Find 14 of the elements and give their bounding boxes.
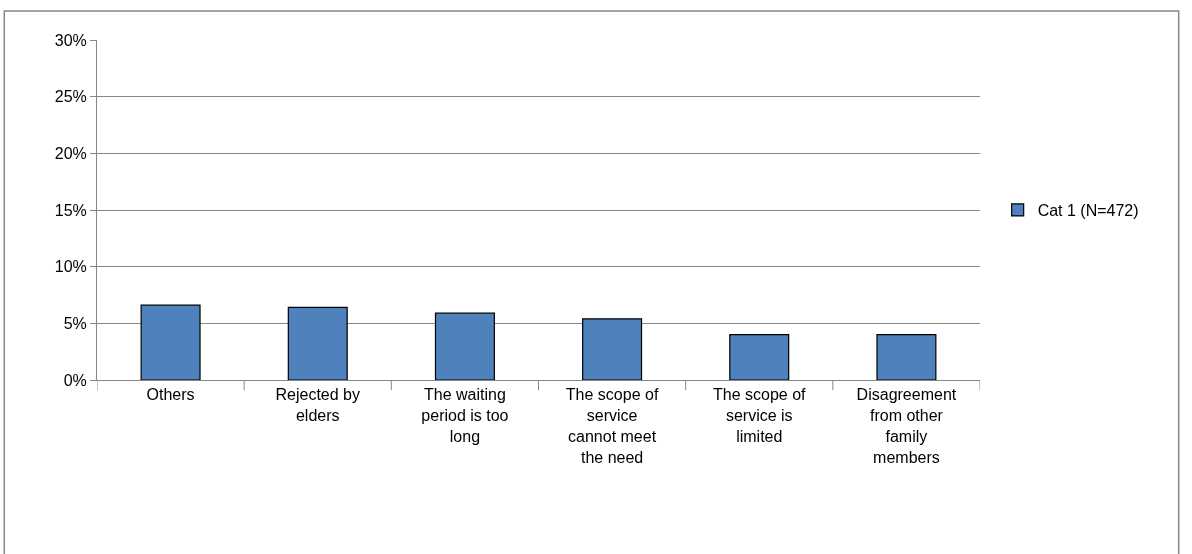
x-tick-label: Disagreement from other family members — [856, 386, 957, 466]
x-tick-label: Rejected by elders — [275, 386, 360, 424]
x-tick-label: The waiting period is too long — [421, 386, 509, 445]
y-tick-label: 20% — [54, 144, 87, 162]
y-tick-label: 25% — [54, 88, 87, 106]
y-tick-label: 30% — [54, 31, 87, 49]
y-tick-label: 0% — [63, 371, 87, 389]
y-tick-label: 10% — [54, 258, 87, 276]
x-tick-label: The scope of service cannot meet the need — [565, 386, 659, 466]
y-tick-label: 15% — [54, 201, 87, 219]
x-tick-label: Others — [146, 386, 195, 404]
x-tick-label: The scope of service is limited — [713, 386, 807, 445]
y-tick-label: 5% — [63, 314, 87, 332]
legend-label: Cat 1 (N=472) — [1037, 202, 1139, 220]
